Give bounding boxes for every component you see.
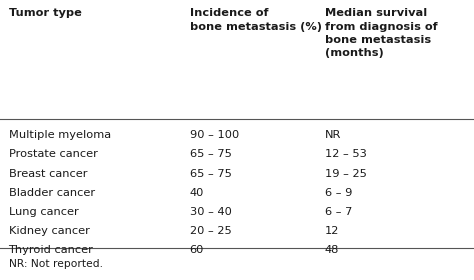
Text: Kidney cancer: Kidney cancer xyxy=(9,226,90,236)
Text: Incidence of
bone metastasis (%): Incidence of bone metastasis (%) xyxy=(190,8,321,32)
Text: 40: 40 xyxy=(190,188,204,198)
Text: 6 – 7: 6 – 7 xyxy=(325,207,352,217)
Text: 60: 60 xyxy=(190,245,204,255)
Text: 6 – 9: 6 – 9 xyxy=(325,188,352,198)
Text: Lung cancer: Lung cancer xyxy=(9,207,78,217)
Text: 12 – 53: 12 – 53 xyxy=(325,150,366,159)
Text: Thyroid cancer: Thyroid cancer xyxy=(9,245,93,255)
Text: 48: 48 xyxy=(325,245,339,255)
Text: NR: Not reported.: NR: Not reported. xyxy=(9,259,102,269)
Text: Multiple myeloma: Multiple myeloma xyxy=(9,130,110,140)
Text: Prostate cancer: Prostate cancer xyxy=(9,150,98,159)
Text: NR: NR xyxy=(325,130,341,140)
Text: 20 – 25: 20 – 25 xyxy=(190,226,231,236)
Text: Bladder cancer: Bladder cancer xyxy=(9,188,95,198)
Text: 12: 12 xyxy=(325,226,339,236)
Text: Breast cancer: Breast cancer xyxy=(9,169,87,179)
Text: 90 – 100: 90 – 100 xyxy=(190,130,239,140)
Text: Tumor type: Tumor type xyxy=(9,8,82,18)
Text: 65 – 75: 65 – 75 xyxy=(190,169,231,179)
Text: 65 – 75: 65 – 75 xyxy=(190,150,231,159)
Text: 30 – 40: 30 – 40 xyxy=(190,207,231,217)
Text: Median survival
from diagnosis of
bone metastasis
(months): Median survival from diagnosis of bone m… xyxy=(325,8,438,58)
Text: 19 – 25: 19 – 25 xyxy=(325,169,366,179)
